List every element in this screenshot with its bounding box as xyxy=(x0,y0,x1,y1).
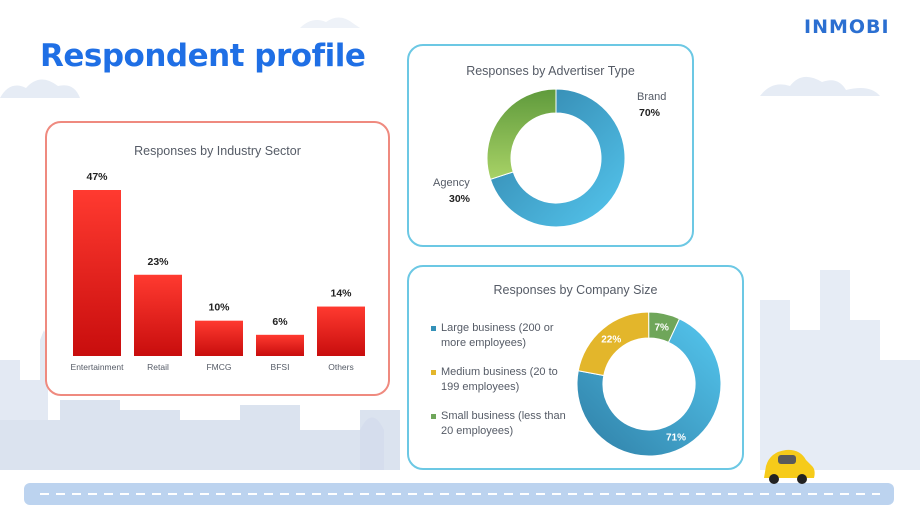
industry-sector-panel: Responses by Industry Sector 47% Entertai… xyxy=(45,121,390,396)
company-size-panel: Responses by Company Size Large business… xyxy=(407,265,744,470)
legend-label-large: Large business (200 or more employees) xyxy=(441,322,554,349)
company-size-value-small: 7% xyxy=(654,322,669,333)
value-label-fmcg: 10% xyxy=(208,302,230,314)
legend-item-medium: Medium business (20 to 199 employees) xyxy=(431,365,567,395)
advertiser-value-brand: 70% xyxy=(639,107,661,119)
advertiser-slice-agency xyxy=(486,88,557,180)
advertiser-label-agency: Agency xyxy=(433,177,470,189)
advertiser-label-brand: Brand xyxy=(637,91,666,103)
category-label-fmcg: FMCG xyxy=(206,362,231,372)
company-size-legend: Large business (200 or more employees) M… xyxy=(431,321,567,453)
advertiser-slice-brand xyxy=(489,88,626,228)
page-title: Respondent profile xyxy=(40,38,366,74)
legend-item-large: Large business (200 or more employees) xyxy=(431,321,567,351)
value-label-retail: 23% xyxy=(147,256,169,268)
legend-swatch-small xyxy=(431,414,436,419)
company-size-chart-title: Responses by Company Size xyxy=(493,283,658,297)
value-label-bfsi: 6% xyxy=(272,316,288,328)
legend-swatch-large xyxy=(431,326,436,331)
car-illustration xyxy=(764,449,815,484)
legend-swatch-medium xyxy=(431,370,436,375)
bar-retail xyxy=(134,274,182,356)
bar-others xyxy=(317,306,365,356)
legend-label-small: Small business (less than 20 employees) xyxy=(441,410,566,437)
value-label-entertainment: 47% xyxy=(86,171,108,183)
advertiser-type-donut-chart: Brand 70% Agency 30% xyxy=(433,88,666,228)
category-label-retail: Retail xyxy=(147,362,169,372)
inmobi-logo: INMOBI xyxy=(804,16,890,38)
industry-sector-chart-title: Responses by Industry Sector xyxy=(134,144,301,158)
bar-bfsi xyxy=(256,334,304,356)
cloud-shape xyxy=(0,79,80,98)
city-silhouette xyxy=(760,270,920,470)
company-size-slice-small xyxy=(648,311,681,343)
city-silhouette xyxy=(360,417,384,470)
bar-fmcg xyxy=(195,320,243,356)
bar-entertainment xyxy=(73,190,121,356)
advertiser-type-panel: Responses by Advertiser Type Brand 70% Age… xyxy=(407,44,694,247)
industry-sector-bar-chart: 47% Entertainment 23% Retail 10% FMCG 6% BFSI 14… xyxy=(71,171,365,372)
company-size-slice-large xyxy=(576,318,722,457)
cloud-shape xyxy=(760,76,880,96)
category-label-others: Others xyxy=(328,362,354,372)
city-silhouette xyxy=(0,400,400,470)
category-label-entertainment: Entertainment xyxy=(71,362,125,372)
advertiser-type-chart-title: Responses by Advertiser Type xyxy=(466,64,635,78)
company-size-value-medium: 22% xyxy=(601,335,621,346)
legend-item-small: Small business (less than 20 employees) xyxy=(431,409,567,439)
cloud-shape xyxy=(300,17,360,28)
company-size-donut-chart: 71% 22% 7% xyxy=(576,311,722,457)
value-label-others: 14% xyxy=(330,288,352,300)
advertiser-value-agency: 30% xyxy=(449,193,471,205)
company-size-value-large: 71% xyxy=(666,432,686,443)
legend-label-medium: Medium business (20 to 199 employees) xyxy=(441,366,558,393)
city-silhouette xyxy=(0,330,48,420)
category-label-bfsi: BFSI xyxy=(271,362,290,372)
